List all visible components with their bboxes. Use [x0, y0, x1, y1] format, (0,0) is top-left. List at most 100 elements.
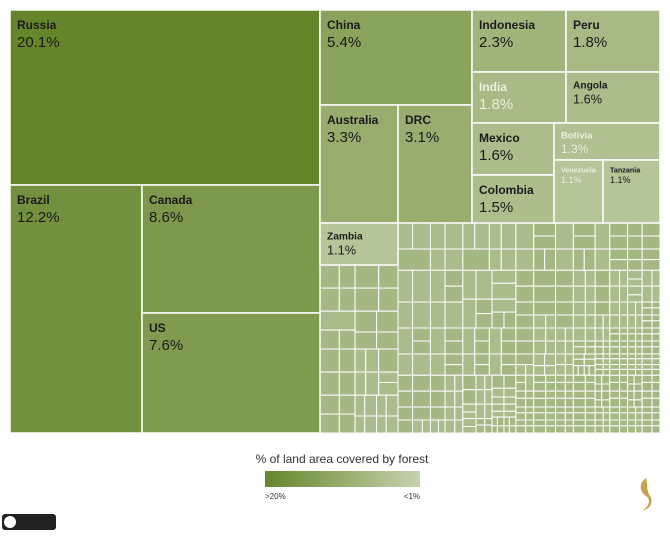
minor-cell	[533, 269, 557, 287]
minor-cell	[319, 264, 340, 289]
minor-cell	[503, 396, 517, 405]
minor-cell	[462, 353, 476, 376]
value-label: 1.6%	[573, 92, 602, 107]
minor-cell	[619, 412, 629, 421]
minor-cell	[525, 397, 535, 408]
minor-cell	[545, 419, 557, 427]
minor-cell	[619, 381, 629, 392]
minor-cell	[641, 340, 653, 348]
minor-cell	[555, 419, 566, 427]
minor-cell	[429, 374, 446, 392]
value-label: 20.1%	[17, 34, 60, 51]
minor-cell	[584, 390, 596, 399]
minor-cell	[429, 390, 446, 408]
minor-cell	[594, 419, 604, 427]
minor-cell	[564, 327, 574, 342]
minor-cell	[627, 346, 637, 355]
minor-cell	[564, 381, 574, 392]
minor-cell	[533, 406, 547, 414]
minor-cell	[500, 364, 517, 376]
minor-cell	[319, 329, 340, 350]
minor-cell	[515, 340, 535, 355]
minor-cell	[444, 301, 464, 329]
minor-cell	[651, 301, 661, 309]
minor-cell	[515, 374, 527, 383]
minor-cell	[619, 269, 629, 287]
minor-cell	[354, 415, 366, 434]
minor-cell	[545, 327, 557, 342]
minor-cell	[525, 412, 535, 421]
minor-cell	[491, 416, 498, 427]
minor-cell	[602, 346, 611, 355]
minor-cell	[609, 340, 621, 348]
minor-cell	[627, 301, 637, 316]
minor-cell	[488, 327, 502, 355]
value-label: 3.1%	[405, 129, 439, 146]
minor-cell	[555, 222, 574, 250]
minor-cell	[627, 399, 635, 408]
minor-cell	[484, 418, 493, 426]
minor-cell	[602, 353, 611, 360]
minor-cell	[609, 259, 629, 271]
minor-cell	[545, 412, 557, 421]
minor-cell	[627, 222, 643, 237]
minor-cell	[555, 374, 566, 383]
minor-cell	[641, 248, 661, 261]
country-name: DRC	[405, 113, 431, 127]
minor-cell	[627, 278, 643, 287]
country-cell	[553, 159, 604, 224]
minor-cell	[555, 269, 574, 287]
minor-cell	[515, 425, 527, 434]
minor-cell	[627, 368, 637, 376]
minor-cell	[594, 412, 604, 421]
value-label: 1.1%	[610, 175, 631, 185]
minor-cell	[651, 419, 661, 427]
minor-cell	[609, 397, 621, 408]
minor-cell	[462, 222, 476, 250]
minor-cell	[397, 327, 414, 355]
minor-cell	[635, 301, 643, 316]
minor-cell	[641, 353, 653, 360]
minor-cell	[641, 259, 661, 271]
country-name: US	[149, 321, 166, 335]
minor-cell	[584, 346, 596, 355]
minor-cell	[429, 248, 446, 271]
minor-cell	[500, 327, 517, 342]
legend-label: <1%	[404, 492, 420, 501]
minor-cell	[641, 419, 653, 427]
minor-cell	[627, 353, 637, 360]
minor-cell	[533, 353, 546, 367]
minor-cell	[533, 285, 557, 303]
minor-cell	[491, 374, 505, 389]
minor-cell	[429, 269, 446, 303]
minor-cell	[651, 406, 661, 414]
minor-cell	[503, 410, 517, 418]
country-cell	[565, 71, 661, 124]
minor-cell	[354, 287, 380, 312]
minor-cell	[609, 390, 621, 399]
minor-cell	[319, 287, 340, 312]
minor-cell	[572, 381, 586, 392]
minor-cell	[338, 371, 356, 396]
minor-cell	[584, 397, 596, 408]
minor-cell	[397, 248, 431, 271]
minor-cell	[635, 358, 643, 366]
minor-cell	[319, 310, 356, 331]
minor-cell	[619, 346, 629, 355]
minor-cell	[584, 285, 596, 303]
minor-cell	[412, 374, 431, 392]
minor-cell	[609, 368, 621, 376]
minor-cell	[515, 327, 535, 342]
minor-cell	[533, 222, 557, 237]
minor-cell	[444, 390, 456, 408]
minor-cell	[462, 411, 477, 420]
minor-cell	[564, 425, 574, 434]
minor-cell	[609, 364, 621, 370]
minor-cell	[641, 406, 653, 414]
minor-cell	[641, 364, 653, 370]
minor-cell	[454, 390, 464, 408]
minor-cell	[619, 397, 629, 408]
minor-cell	[583, 358, 596, 367]
minor-cell	[444, 419, 456, 434]
minor-cell	[503, 403, 517, 412]
